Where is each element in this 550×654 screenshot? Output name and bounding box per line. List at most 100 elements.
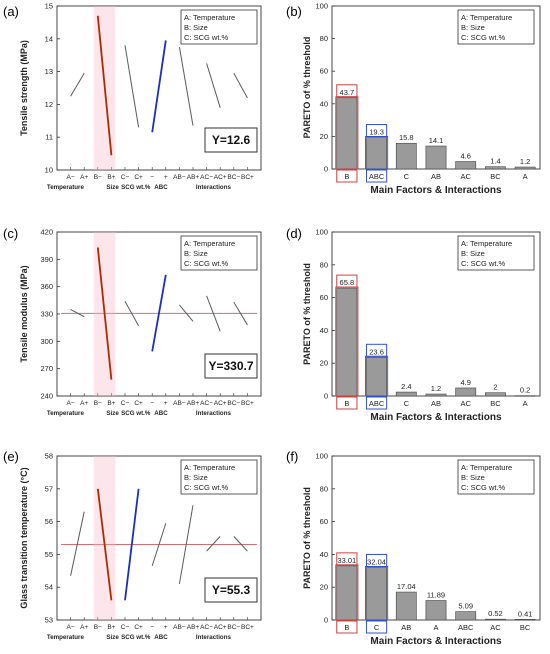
x-tick-label-a: + bbox=[164, 174, 168, 181]
bar-c-f bbox=[366, 567, 387, 621]
value-label-abc-d: 23.6 bbox=[369, 347, 384, 356]
x-group-label-e: Temperature bbox=[47, 634, 85, 641]
x-group-label-a: ABC bbox=[154, 184, 168, 191]
value-label-abc-b: 19.3 bbox=[369, 128, 384, 137]
legend-item-a: B: Size bbox=[184, 23, 208, 32]
x-group-label-c: SCG wt.% bbox=[121, 410, 151, 417]
chart-f: 0 20 40 60 80 100 PARETO of % threshold Main Fa… bbox=[302, 452, 541, 647]
legend-item-c: A: Temperature bbox=[184, 239, 235, 248]
x-tick-label-e: + bbox=[164, 624, 168, 631]
chart-b: 0 20 40 60 80 100 PARETO of % threshold Main Fa… bbox=[302, 2, 541, 196]
y-tick-label-e: 58 bbox=[45, 452, 53, 461]
bar-c-b bbox=[395, 142, 417, 170]
y-tick-label-a: 10 bbox=[45, 166, 53, 175]
y-tick-label-e: 56 bbox=[45, 517, 53, 526]
x-group-label-e: Size bbox=[106, 634, 119, 641]
x-axis-label-b: Main Factors & Interactions bbox=[370, 185, 502, 196]
x-tick-label-a: − bbox=[150, 174, 154, 181]
panel-label-c: (c) bbox=[3, 226, 18, 241]
value-label-ab-f: 17.04 bbox=[397, 582, 416, 591]
value-label-ac-d: 4.9 bbox=[460, 378, 470, 387]
x-group-label-e: SCG wt.% bbox=[121, 634, 151, 641]
category-label-bc-f: BC bbox=[520, 623, 531, 632]
category-label-ac-b: AC bbox=[461, 172, 472, 181]
x-tick-label-a: B− bbox=[94, 174, 102, 181]
x-tick-label-c: A− bbox=[67, 400, 75, 407]
category-label-c-d: C bbox=[404, 399, 410, 408]
panel-label-b: (b) bbox=[286, 4, 302, 19]
y-axis-label-e: Glass transition temperature (°C) bbox=[19, 467, 29, 608]
effect-line-bc-c bbox=[233, 301, 248, 326]
value-label-c-b: 15.8 bbox=[399, 133, 414, 142]
x-tick-label-e: AB− bbox=[173, 624, 186, 631]
legend-item-d: C: SCG wt.% bbox=[461, 259, 506, 268]
x-tick-label-e: BC− bbox=[227, 624, 240, 631]
x-group-label-a: Interactions bbox=[196, 184, 232, 191]
category-label-b-f: B bbox=[344, 623, 349, 632]
bar-abc-f bbox=[455, 611, 477, 621]
x-tick-label-c: BC− bbox=[227, 400, 240, 407]
bar-ac-b bbox=[455, 161, 477, 170]
panel-label-a: (a) bbox=[3, 4, 19, 19]
effect-line-a-c bbox=[70, 309, 85, 318]
legend-item-e: B: Size bbox=[184, 473, 208, 482]
x-tick-label-e: A− bbox=[67, 624, 75, 631]
category-label-abc-f: ABC bbox=[458, 623, 474, 632]
y-tick-label-a: 13 bbox=[45, 67, 53, 76]
y-axis-label-b: PARETO of % threshold bbox=[302, 37, 312, 139]
effect-line-c-c bbox=[124, 301, 140, 327]
x-tick-label-e: B+ bbox=[107, 624, 115, 631]
x-tick-label-e: AC+ bbox=[214, 624, 227, 631]
category-label-abc-b: ABC bbox=[369, 172, 385, 181]
effect-line-abc-c bbox=[151, 274, 167, 352]
svg-text:(c): (c) bbox=[3, 226, 18, 241]
svg-text:(a): (a) bbox=[3, 4, 19, 19]
legend-item-b: A: Temperature bbox=[461, 13, 512, 22]
x-tick-label-a: AB+ bbox=[187, 174, 200, 181]
x-tick-label-a: C− bbox=[121, 174, 130, 181]
x-group-label-c: Interactions bbox=[196, 410, 232, 417]
x-tick-label-c: AC+ bbox=[214, 400, 227, 407]
legend-item-b: B: Size bbox=[461, 23, 485, 32]
legend-item-f: A: Temperature bbox=[461, 463, 512, 472]
bar-c-d bbox=[395, 391, 417, 397]
effect-line-ac-e bbox=[206, 536, 221, 552]
bar-bc-d bbox=[485, 392, 506, 397]
legend-item-a: A: Temperature bbox=[184, 13, 235, 22]
legend-item-c: B: Size bbox=[184, 249, 208, 258]
category-label-ac-d: AC bbox=[461, 399, 472, 408]
annotation-box-c bbox=[204, 353, 258, 379]
legend-item-d: A: Temperature bbox=[461, 239, 512, 248]
x-tick-label-a: A− bbox=[67, 174, 75, 181]
value-label-ab-d: 1.2 bbox=[431, 384, 441, 393]
category-label-ab-f: AB bbox=[401, 623, 411, 632]
legend-item-a: C: SCG wt.% bbox=[184, 33, 229, 42]
category-label-c-b: C bbox=[404, 172, 410, 181]
bar-highlight-abc-b bbox=[365, 136, 389, 170]
x-tick-label-e: BC+ bbox=[241, 624, 254, 631]
y-tick-label-f: 20 bbox=[320, 583, 328, 592]
category-box-b-d bbox=[336, 396, 358, 410]
y-tick-label-c: 390 bbox=[40, 255, 53, 264]
effect-line-b-c bbox=[96, 247, 113, 380]
legend-box-f bbox=[457, 459, 535, 495]
x-tick-label-c: AB+ bbox=[187, 400, 200, 407]
y-tick-label-c: 240 bbox=[40, 392, 53, 401]
bar-ac-f bbox=[485, 618, 506, 621]
x-tick-label-a: AC+ bbox=[214, 174, 227, 181]
x-tick-label-a: AC− bbox=[200, 174, 213, 181]
legend-item-f: B: Size bbox=[461, 473, 485, 482]
annotation-box-a bbox=[204, 127, 258, 153]
y-tick-label-e: 55 bbox=[45, 550, 53, 559]
annotation-text-c: Y=330.7 bbox=[208, 359, 253, 373]
category-label-ab-b: AB bbox=[431, 172, 441, 181]
x-tick-label-a: A+ bbox=[80, 174, 88, 181]
y-tick-label-f: 40 bbox=[320, 550, 328, 559]
bar-ab-d bbox=[425, 393, 447, 397]
y-tick-label-d: 100 bbox=[315, 228, 328, 237]
y-tick-label-a: 11 bbox=[45, 133, 53, 142]
annotation-box-e bbox=[204, 577, 258, 603]
x-tick-label-c: C+ bbox=[134, 400, 143, 407]
bar-a-b bbox=[514, 166, 536, 170]
